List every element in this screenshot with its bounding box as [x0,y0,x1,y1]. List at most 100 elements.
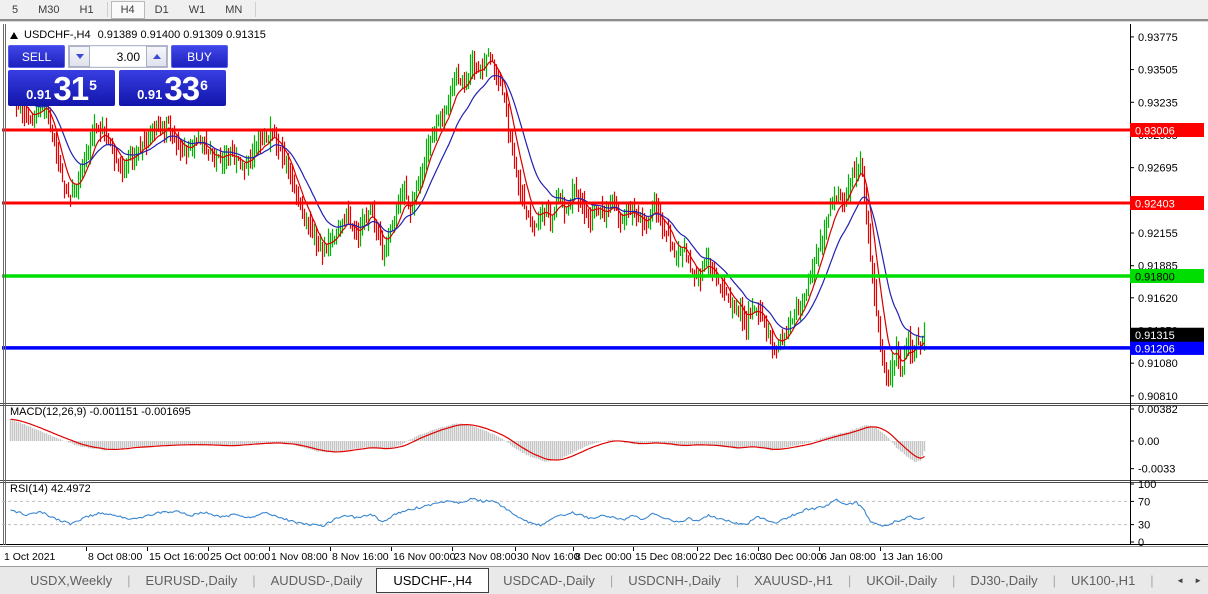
volume-increase-button[interactable] [146,46,167,67]
timeframe-button-w1[interactable]: W1 [188,3,206,16]
time-tick-label: 25 Oct 00:00 [210,551,270,563]
tab-usdx-weekly[interactable]: USDX,Weekly [30,573,113,588]
level-price-badge-label: 0.93006 [1135,126,1175,138]
ask-prefix: 0.91 [137,87,163,102]
rsi-indicator-label: RSI(14) 42.4972 [10,483,91,495]
tab-ukoil-daily[interactable]: UKOil-,Daily [866,573,938,588]
volume-decrease-button[interactable] [69,46,90,67]
sell-button[interactable]: SELL [8,45,65,68]
level-price-badge-label: 0.92403 [1135,199,1175,211]
timeframe-button-h4[interactable]: H4 [110,0,145,19]
timeframe-button-h1[interactable]: H1 [79,3,94,16]
chart-tabs: USDX,Weekly | EURUSD-,Daily | AUDUSD-,Daily U… [0,567,1155,594]
time-tick-label: 23 Nov 08:00 [454,551,517,563]
tab-uk100-h1[interactable]: UK100-,H1 [1070,573,1136,588]
bid-prefix: 0.91 [26,87,52,102]
chart-window: 0.937750.935050.932350.929650.926950.924… [0,22,1208,566]
tab-separator: | [952,573,956,588]
ma-fast-line [10,60,925,362]
level-price-badge [1130,269,1204,284]
tab-scroll-right-icon[interactable]: ► [1194,576,1202,585]
tab-usdcad-daily[interactable]: USDCAD-,Daily [503,573,595,588]
tab-xauusd-h1[interactable]: XAUUSD-,H1 [754,573,833,588]
time-tick-label: 8 Nov 16:00 [332,551,389,563]
timeframe-button-5[interactable]: 5 [12,3,19,16]
tab-usdchf-h4[interactable]: USDCHF-,H4 [376,568,490,593]
ma-slow-line [10,74,925,338]
price-tick-label: 0.91080 [1138,358,1178,370]
macd-indicator-label: MACD(12,26,9) -0.001151 -0.001695 [10,406,191,418]
level-price-badge-label: 0.91800 [1135,272,1175,284]
chart-tab-bar: USDX,Weekly | EURUSD-,Daily | AUDUSD-,Daily U… [0,566,1208,594]
level-price-badge [1130,123,1204,137]
macd-tick-label: 0.00 [1138,436,1159,448]
price-tick-label: 0.92155 [1138,228,1178,240]
tab-dj30-daily[interactable]: DJ30-,Daily [970,573,1038,588]
time-tick-label: 15 Dec 08:00 [635,551,698,563]
tab-separator: | [847,573,852,588]
toolbar-divider [0,19,1208,22]
rsi-tick-label: 70 [1138,496,1150,508]
price-tick-label: 0.93775 [1138,32,1178,44]
macd-signal-line [10,418,925,461]
price-tick-label: 0.93505 [1138,65,1178,77]
toolbar-separator [255,2,257,17]
bid-big-digits: 31 [53,70,89,107]
tab-eurusd-daily[interactable]: EURUSD-,Daily [145,573,238,588]
price-tick-label: 0.91620 [1138,293,1178,305]
price-tick-label: 0.93235 [1138,97,1178,109]
toolbar-separator [106,2,108,17]
sell-price-button[interactable]: 0.91 31 5 [8,70,115,106]
ask-big-digits: 33 [164,70,200,107]
level-price-badge [1130,340,1204,355]
time-tick-label: 30 Dec 00:00 [760,551,823,563]
level-price-badge [1130,196,1204,211]
time-tick-label: 6 Jan 08:00 [821,551,876,563]
level-price-badge-label: 0.91206 [1135,343,1175,355]
rsi-tick-label: 0 [1138,537,1144,549]
timeframe-button-m30[interactable]: M30 [38,3,60,16]
tab-scroll-left-icon[interactable]: ◄ [1176,576,1185,585]
time-tick-label: 30 Nov 16:00 [517,551,580,563]
tab-usdcnh-daily[interactable]: USDCNH-,Daily [628,573,721,588]
tab-separator: | [252,573,256,588]
tab-separator: | [609,573,614,588]
timeframe-button-mn[interactable]: MN [225,3,243,16]
chevron-up-icon [152,54,161,59]
time-tick-label: 8 Oct 08:00 [88,551,142,563]
macd-tick-label: -0.0033 [1138,464,1175,476]
rsi-tick-label: 30 [1138,520,1150,532]
buy-button[interactable]: BUY [171,45,228,68]
time-tick-label: 1 Oct 2021 [4,551,56,563]
buy-price-button[interactable]: 0.91 33 6 [119,70,226,106]
rsi-line [10,497,925,528]
current-price-badge [1130,327,1204,342]
chevron-down-icon [75,54,84,59]
time-tick-label: 15 Oct 16:00 [149,551,209,563]
time-tick-label: 1 Nov 08:00 [271,551,328,563]
timeframe-toolbar: 5 M30 H1 H4 D1 W1 MN [0,0,1208,19]
price-chart-canvas[interactable]: 0.937750.935050.932350.929650.926950.924… [0,22,1208,566]
timeframe-button-d1[interactable]: D1 [154,3,169,16]
current-price-badge-label: 0.91315 [1135,330,1175,342]
volume-stepper [68,45,168,68]
rsi-tick-label: 100 [1138,479,1156,491]
ask-pip-digit: 6 [200,77,208,93]
symbol-marker-icon [10,31,18,39]
tab-separator: | [1150,573,1154,588]
tab-separator: | [1052,573,1056,588]
time-tick-label: 22 Dec 16:00 [699,551,762,563]
tab-scroll-controls: ◄ ► [1176,567,1202,594]
tab-separator: | [735,573,740,588]
time-tick-label: 16 Nov 00:00 [393,551,456,563]
one-click-trading-panel: SELL BUY 0.91 31 5 [8,45,228,106]
time-tick-label: 8 Dec 00:00 [575,551,632,563]
chart-ohlc-values: 0.91389 0.91400 0.91309 0.91315 [97,29,266,41]
chart-title: USDCHF-,H4 0.91389 0.91400 0.91309 0.913… [10,29,266,41]
tab-audusd-daily[interactable]: AUDUSD-,Daily [270,573,363,588]
volume-input[interactable] [90,47,146,66]
price-tick-label: 0.90810 [1138,391,1178,403]
chart-symbol: USDCHF-,H4 [24,29,91,41]
macd-tick-label: 0.00382 [1138,404,1178,416]
